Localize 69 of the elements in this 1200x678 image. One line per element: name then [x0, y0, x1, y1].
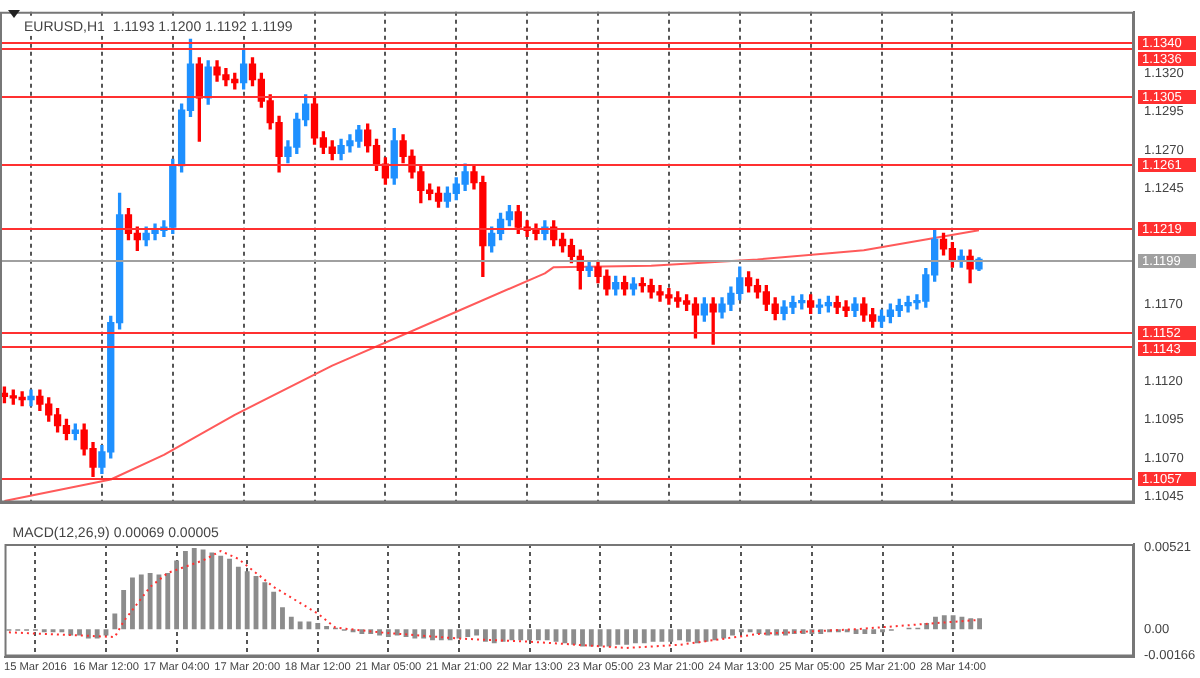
- bar: [685, 629, 691, 642]
- bar: [483, 629, 488, 642]
- bar: [112, 613, 118, 630]
- candlestick: [18, 391, 26, 407]
- bar: [438, 629, 444, 641]
- bar: [694, 629, 700, 644]
- bar: [315, 622, 321, 630]
- bar: [412, 629, 418, 639]
- bar: [182, 551, 188, 630]
- bar: [500, 629, 506, 642]
- bar: [77, 629, 82, 636]
- bar: [518, 629, 524, 641]
- bar: [138, 574, 144, 630]
- bar: [633, 629, 638, 644]
- bar: [615, 629, 621, 645]
- bar: [580, 629, 585, 647]
- bar: [588, 629, 594, 647]
- bar: [668, 629, 674, 642]
- bar: [950, 615, 956, 630]
- bar: [721, 629, 727, 639]
- bar: [262, 582, 268, 630]
- bar: [977, 618, 983, 630]
- bar: [421, 629, 427, 639]
- bar: [280, 607, 285, 630]
- bar: [244, 571, 250, 630]
- bar: [677, 629, 682, 641]
- bar: [394, 629, 400, 636]
- bar: [509, 629, 515, 641]
- bar: [968, 618, 974, 630]
- candlestick: [842, 300, 850, 318]
- bar: [527, 629, 532, 641]
- bar: [474, 629, 480, 636]
- bar: [544, 629, 550, 641]
- bar: [765, 629, 771, 636]
- bar: [571, 629, 577, 645]
- bar: [783, 629, 788, 636]
- bar: [85, 629, 91, 639]
- bar: [430, 629, 435, 641]
- bar: [650, 629, 656, 642]
- bar: [94, 629, 100, 639]
- bar: [491, 629, 497, 644]
- bar: [933, 616, 938, 630]
- bar: [191, 547, 197, 630]
- bar: [659, 629, 665, 642]
- bar: [174, 560, 180, 630]
- bar: [597, 629, 603, 647]
- bar: [165, 572, 171, 630]
- bar: [712, 629, 718, 641]
- bar: [209, 552, 215, 630]
- bar: [218, 555, 224, 630]
- bar: [624, 629, 630, 645]
- bar: [447, 629, 453, 641]
- bar: [730, 629, 735, 636]
- bar: [147, 572, 153, 630]
- bar: [562, 629, 568, 644]
- bar: [641, 629, 647, 644]
- bar: [227, 558, 232, 630]
- bar: [271, 591, 277, 630]
- bar: [121, 590, 127, 630]
- line-series: [7, 550, 981, 649]
- bar: [130, 577, 135, 630]
- bar: [235, 566, 241, 630]
- bar: [288, 616, 294, 630]
- bar: [297, 621, 303, 630]
- bar: [377, 629, 382, 636]
- bar: [535, 629, 541, 641]
- bar: [465, 629, 471, 638]
- bar: [385, 629, 391, 638]
- bar: [941, 615, 947, 630]
